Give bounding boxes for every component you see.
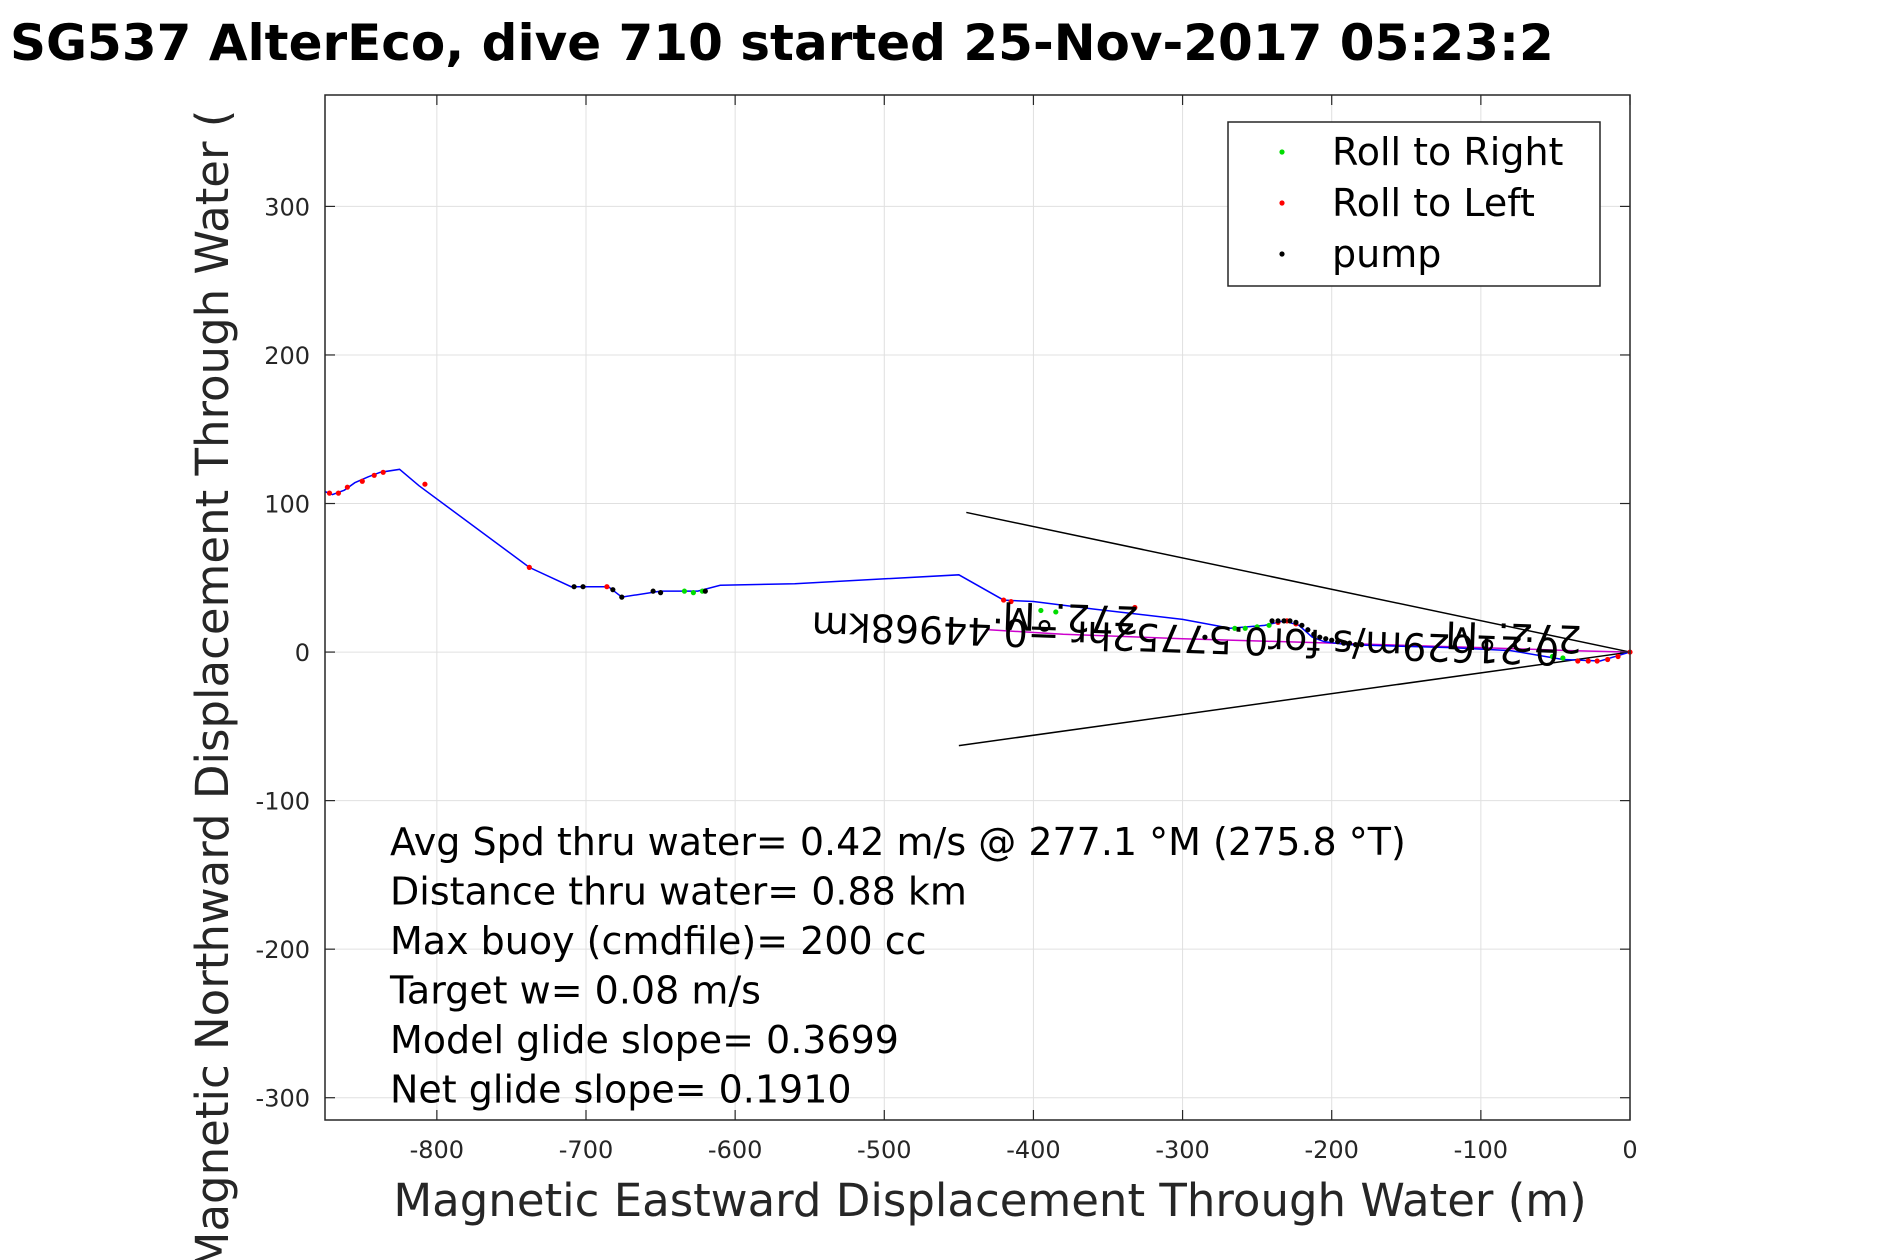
y-tick-label: 200 bbox=[264, 342, 310, 370]
pump-point bbox=[1202, 634, 1208, 640]
roll-to-left-point bbox=[1585, 658, 1591, 664]
x-tick-label: -700 bbox=[559, 1136, 613, 1164]
pump-point bbox=[1311, 631, 1317, 637]
roll-to-left-point bbox=[1001, 597, 1007, 603]
x-tick-label: -200 bbox=[1304, 1136, 1358, 1164]
roll-to-left-point bbox=[1594, 658, 1600, 664]
pump-point bbox=[1335, 639, 1341, 645]
x-tick-label: 0 bbox=[1622, 1136, 1637, 1164]
y-axis-label: Magnetic Northward Displacement Through … bbox=[186, 110, 239, 1260]
stats-line: Max buoy (cmdfile)= 200 cc bbox=[390, 919, 927, 963]
pump-point bbox=[1269, 618, 1275, 624]
x-tick-label: -800 bbox=[410, 1136, 464, 1164]
roll-to-right-point bbox=[681, 588, 688, 594]
pump-point bbox=[657, 590, 664, 596]
x-axis-label: Magnetic Eastward Displacement Through W… bbox=[393, 1174, 1586, 1227]
legend-marker bbox=[1279, 251, 1285, 257]
stats-line: Avg Spd thru water= 0.42 m/s @ 277.1 °M … bbox=[390, 820, 1406, 864]
roll-to-right-point bbox=[1254, 624, 1260, 630]
roll-to-left-point bbox=[604, 584, 610, 590]
roll-to-right-point bbox=[1560, 655, 1566, 661]
axis-ticks: -800 -700 -600 -500 -400 -300 -200 -100 0 -300 -20… bbox=[256, 95, 1638, 1164]
pump-point bbox=[571, 584, 577, 590]
y-tick-label: 100 bbox=[264, 491, 310, 519]
pump-point bbox=[1281, 618, 1287, 624]
roll-to-left-point bbox=[380, 469, 386, 475]
stats-line: Net glide slope= 0.1910 bbox=[390, 1068, 852, 1112]
chart-title: SG537 AlterEco, dive 710 started 25-Nov-… bbox=[10, 14, 1554, 72]
legend-label: Roll to Left bbox=[1332, 181, 1535, 225]
heading-cone bbox=[958, 511, 1631, 747]
roll-to-left-point bbox=[1132, 604, 1138, 611]
x-tick-label: -500 bbox=[857, 1136, 911, 1164]
roll-to-right-point bbox=[1242, 625, 1248, 631]
x-tick-label: -600 bbox=[708, 1136, 762, 1164]
data-points bbox=[326, 469, 1633, 664]
stats-line: Target w= 0.08 m/s bbox=[389, 969, 761, 1013]
pump-point bbox=[702, 588, 708, 594]
roll-to-left-point bbox=[1605, 656, 1611, 663]
pump-point bbox=[1341, 640, 1347, 646]
roll-to-left-point bbox=[526, 564, 532, 570]
pump-point bbox=[610, 587, 616, 593]
legend: Roll to Right Roll to Left pump bbox=[1227, 121, 1601, 287]
pump-point bbox=[1317, 634, 1323, 640]
roll-to-left-point bbox=[335, 490, 342, 496]
stats-block: Avg Spd thru water= 0.42 m/s @ 277.1 °M … bbox=[389, 820, 1406, 1112]
roll-to-right-point bbox=[1266, 622, 1272, 628]
legend-marker bbox=[1279, 200, 1285, 206]
pump-point bbox=[1323, 636, 1329, 642]
roll-to-left-point bbox=[371, 472, 377, 478]
y-tick-label: -300 bbox=[256, 1085, 310, 1113]
roll-to-left-point bbox=[344, 484, 350, 490]
pump-point bbox=[1275, 618, 1281, 624]
plot-frame bbox=[324, 94, 1631, 1121]
legend-label: pump bbox=[1332, 232, 1441, 276]
pump-point bbox=[1305, 627, 1311, 633]
roll-to-left-point bbox=[359, 478, 365, 484]
pump-point bbox=[1352, 642, 1359, 648]
x-tick-label: -100 bbox=[1454, 1136, 1508, 1164]
legend-label: Roll to Right bbox=[1332, 130, 1563, 174]
pump-point bbox=[1287, 618, 1293, 624]
pump-point bbox=[1299, 622, 1305, 628]
cone-line bbox=[966, 511, 1631, 653]
heading-annotation: 272.°M bbox=[1445, 612, 1583, 661]
pump-point bbox=[619, 594, 625, 600]
legend-box bbox=[1227, 121, 1601, 287]
pump-point bbox=[1329, 637, 1335, 643]
y-tick-label: -200 bbox=[256, 936, 310, 964]
roll-to-left-point bbox=[1575, 658, 1581, 664]
pump-point bbox=[580, 584, 586, 590]
roll-to-right-point bbox=[1038, 607, 1044, 614]
roll-to-left-point bbox=[422, 481, 428, 487]
x-tick-label: -300 bbox=[1155, 1136, 1209, 1164]
stats-line: Distance thru water= 0.88 km bbox=[390, 870, 967, 914]
y-tick-label: -100 bbox=[256, 788, 310, 816]
roll-to-right-point bbox=[1053, 609, 1059, 615]
cone-line bbox=[958, 651, 1631, 747]
roll-to-right-point bbox=[1232, 625, 1238, 631]
pump-point bbox=[1358, 642, 1365, 648]
x-tick-label: -400 bbox=[1006, 1136, 1060, 1164]
legend-marker bbox=[1279, 149, 1285, 155]
y-tick-label: 300 bbox=[264, 193, 310, 221]
pump-point bbox=[1293, 619, 1299, 625]
pump-point bbox=[1347, 640, 1353, 646]
roll-to-left-point bbox=[326, 490, 333, 496]
roll-to-left-point bbox=[1615, 653, 1621, 660]
y-tick-label: 0 bbox=[295, 639, 310, 667]
heading-annotation: 272.°M bbox=[1002, 593, 1140, 642]
roll-to-right-point bbox=[690, 590, 696, 596]
roll-to-right-point bbox=[1549, 653, 1556, 660]
stats-line: Model glide slope= 0.3699 bbox=[390, 1018, 899, 1062]
pump-point bbox=[650, 588, 656, 594]
roll-to-left-point bbox=[1008, 598, 1014, 605]
